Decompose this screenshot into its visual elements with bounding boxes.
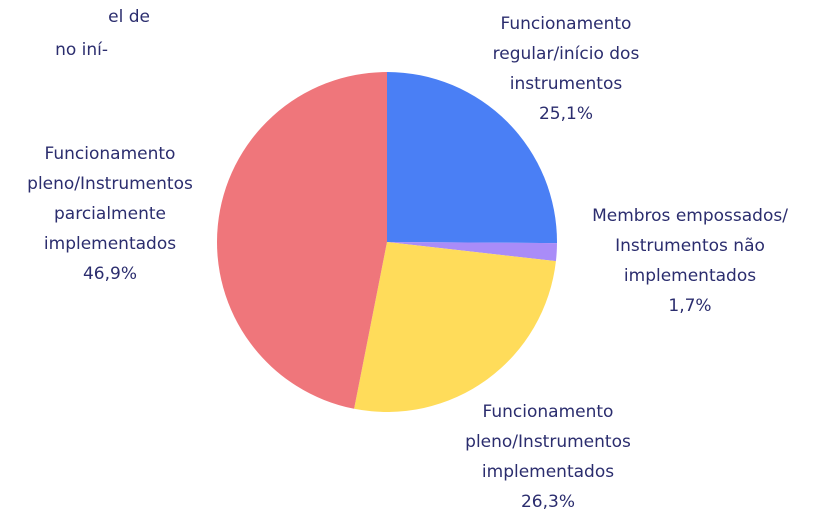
slice-label: Funcionamento bbox=[483, 402, 614, 422]
value-label: 1,7% bbox=[668, 296, 711, 316]
slice-label: pleno/Instrumentos bbox=[27, 174, 193, 194]
slice-label: regular/início dos bbox=[493, 44, 640, 64]
pie-slice bbox=[387, 242, 557, 262]
slice-label: Instrumentos não bbox=[615, 236, 765, 256]
pie-slice bbox=[217, 72, 387, 409]
paragraph-line: no iní- bbox=[55, 40, 108, 60]
value-label: 26,3% bbox=[521, 492, 575, 512]
slice-label: Funcionamento bbox=[45, 144, 176, 164]
slice-label: implementados bbox=[44, 234, 176, 254]
pie-slice bbox=[354, 242, 556, 413]
slice-label: parcialmente bbox=[54, 204, 166, 224]
slice-label: implementados bbox=[624, 266, 756, 286]
slice-label: Funcionamento bbox=[501, 14, 632, 34]
slice-label: instrumentos bbox=[510, 74, 623, 94]
slice-label: implementados bbox=[482, 462, 614, 482]
paragraph-line: el de bbox=[108, 7, 150, 27]
slice-label: Membros empossados/ bbox=[592, 206, 788, 226]
pie-slice bbox=[387, 72, 557, 244]
value-label: 46,9% bbox=[83, 264, 137, 284]
slice-label: pleno/Instrumentos bbox=[465, 432, 631, 452]
value-label: 25,1% bbox=[539, 104, 593, 124]
